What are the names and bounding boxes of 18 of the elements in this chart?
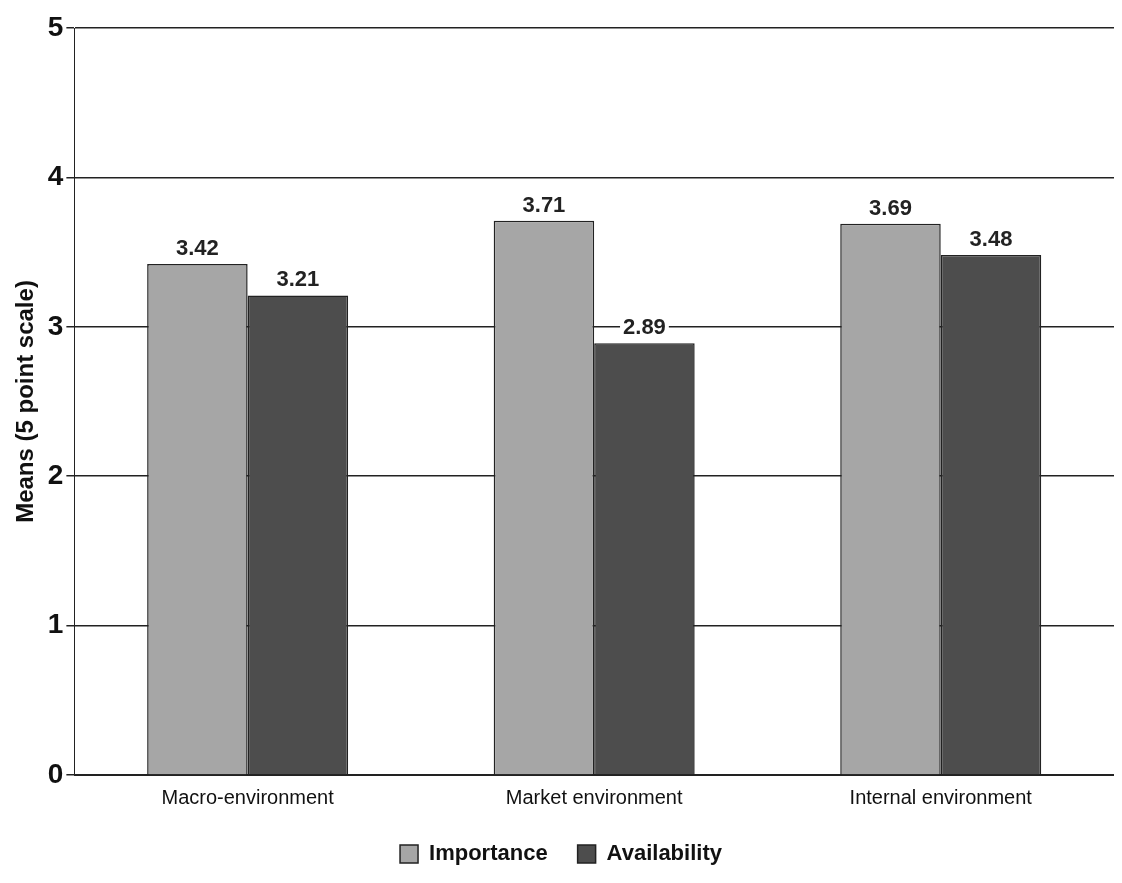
data-label: 2.89 — [623, 314, 666, 340]
y-tick-label: 0 — [47, 757, 64, 789]
data-label: 3.69 — [869, 194, 912, 220]
x-tick-label: Market environment — [505, 785, 683, 808]
y-tick-label: 5 — [47, 10, 64, 42]
legend-label: Availability — [606, 840, 723, 866]
y-axis-title: Means (5 point scale) — [11, 280, 39, 523]
data-label: 3.48 — [969, 226, 1013, 252]
y-tick-label: 2 — [47, 458, 64, 490]
y-tick-label: 3 — [47, 309, 64, 341]
x-tick-label: Macro-environment — [161, 785, 335, 808]
data-label: 3.42 — [175, 235, 219, 261]
data-label: 3.71 — [522, 191, 566, 217]
data-label: 3.21 — [276, 266, 320, 292]
x-tick-label: Internal environment — [849, 785, 1033, 808]
y-tick-label: 4 — [47, 160, 64, 192]
y-tick-label: 1 — [47, 608, 64, 640]
legend-label: Importance — [429, 840, 548, 866]
